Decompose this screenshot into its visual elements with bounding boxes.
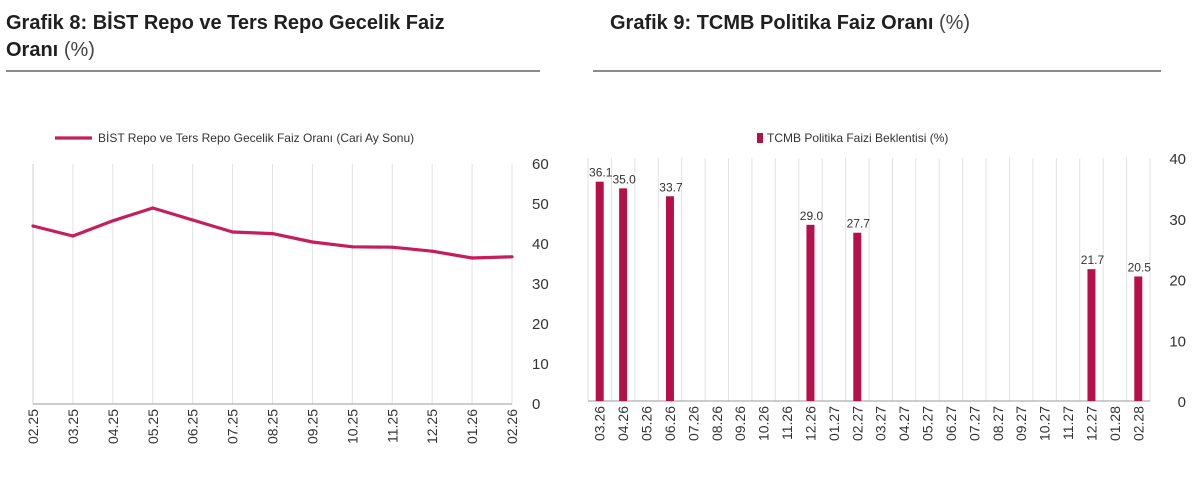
y-tick-label: 10 bbox=[1169, 333, 1186, 350]
y-tick-label: 0 bbox=[532, 396, 540, 413]
data-label: 20.5 bbox=[1128, 260, 1152, 274]
line-chart: 0 10 20 30 40 50 60 02.25 03.25 04.25 05.25 06.25 07… bbox=[25, 131, 549, 444]
x-tick-label: 04.25 bbox=[105, 409, 121, 444]
y-tick-label: 60 bbox=[532, 156, 549, 173]
y-tick-label: 30 bbox=[532, 276, 549, 293]
x-tick-label: 07.27 bbox=[966, 406, 982, 441]
x-tick-label: 05.25 bbox=[145, 409, 161, 444]
y-tick-label: 20 bbox=[1169, 273, 1186, 290]
bar bbox=[853, 232, 862, 401]
bar bbox=[1087, 269, 1096, 401]
panel-title-unit: (%) bbox=[938, 12, 971, 34]
data-point bbox=[111, 219, 115, 223]
bar bbox=[806, 224, 815, 401]
legend-swatch bbox=[757, 133, 763, 143]
panel-title-line2: Oranı bbox=[6, 39, 59, 61]
x-tick-label: 08.27 bbox=[990, 406, 1006, 441]
x-tick-label: 01.27 bbox=[826, 406, 842, 441]
x-tick-label: 10.26 bbox=[756, 406, 772, 441]
x-tick-label: 07.26 bbox=[685, 406, 701, 441]
data-point bbox=[151, 206, 155, 210]
x-tick-label: 08.26 bbox=[709, 406, 725, 441]
data-label: 21.7 bbox=[1081, 253, 1105, 267]
x-tick-label: 02.27 bbox=[849, 406, 865, 441]
data-point bbox=[510, 255, 514, 259]
title-divider-left bbox=[6, 70, 540, 72]
data-point bbox=[350, 245, 354, 249]
y-tick-label: 30 bbox=[1169, 212, 1186, 229]
data-point bbox=[470, 256, 474, 260]
x-tick-label: 05.26 bbox=[639, 406, 655, 441]
data-point bbox=[430, 249, 434, 253]
y-tick-label: 40 bbox=[1169, 151, 1186, 168]
x-tick-label: 08.25 bbox=[265, 409, 281, 444]
x-tick-label: 02.28 bbox=[1130, 406, 1146, 441]
data-point bbox=[270, 232, 275, 236]
y-tick-label: 0 bbox=[1178, 394, 1186, 411]
x-tick-label: 09.27 bbox=[1013, 406, 1029, 441]
bar bbox=[665, 196, 674, 401]
x-tick-label: 02.25 bbox=[25, 409, 41, 444]
y-tick-label: 20 bbox=[532, 316, 549, 333]
data-point bbox=[230, 230, 235, 234]
x-tick-label: 03.25 bbox=[65, 409, 81, 444]
x-tick-label: 11.26 bbox=[779, 406, 795, 440]
bar bbox=[595, 181, 604, 401]
panel-title-grafik-8: Grafik 8: BİST Repo ve Ters Repo Gecelik… bbox=[6, 10, 445, 64]
x-tick-label: 01.26 bbox=[464, 409, 480, 444]
x-tick-label: 07.25 bbox=[225, 409, 241, 444]
x-tick-label: 12.26 bbox=[802, 406, 818, 441]
panel-title-grafik-9: Grafik 9: TCMB Politika Faiz Oranı (%) bbox=[610, 10, 970, 37]
x-tick-label: 03.26 bbox=[592, 406, 608, 441]
data-point bbox=[390, 245, 394, 249]
x-tick-label: 09.26 bbox=[732, 406, 748, 441]
x-tick-label: 06.27 bbox=[943, 406, 959, 441]
x-tick-label: 12.27 bbox=[1083, 406, 1099, 441]
x-tick-label: 04.27 bbox=[896, 406, 912, 441]
x-tick-label: 01.28 bbox=[1107, 406, 1123, 441]
legend-label: TCMB Politika Faizi Beklentisi (%) bbox=[767, 131, 948, 145]
title-divider-right bbox=[593, 70, 1161, 72]
x-tick-label: 10.25 bbox=[344, 409, 360, 444]
legend-label: BİST Repo ve Ters Repo Gecelik Faiz Oran… bbox=[98, 131, 414, 145]
x-tick-label: 06.26 bbox=[662, 406, 678, 441]
x-tick-label: 06.25 bbox=[185, 409, 201, 444]
x-tick-label: 09.25 bbox=[304, 409, 320, 444]
x-tick-label: 02.26 bbox=[504, 409, 520, 444]
bar bbox=[1134, 276, 1143, 401]
panel-title-unit: (%) bbox=[63, 39, 95, 61]
bar bbox=[619, 188, 628, 401]
data-point bbox=[71, 234, 75, 238]
y-tick-label: 40 bbox=[532, 236, 549, 253]
data-point bbox=[191, 218, 195, 222]
data-label: 35.0 bbox=[612, 172, 636, 186]
data-point bbox=[31, 224, 35, 228]
y-tick-label: 10 bbox=[532, 356, 549, 373]
x-tick-label: 11.25 bbox=[384, 409, 400, 443]
data-label: 36.1 bbox=[589, 166, 613, 180]
data-label: 27.7 bbox=[847, 217, 871, 231]
x-tick-label: 05.27 bbox=[920, 406, 936, 441]
y-tick-label: 50 bbox=[532, 196, 549, 213]
x-tick-label: 10.27 bbox=[1037, 406, 1053, 441]
x-tick-label: 12.25 bbox=[424, 409, 440, 444]
panel-title-text: Grafik 8: BİST Repo ve Ters Repo Gecelik… bbox=[6, 12, 445, 34]
data-point bbox=[310, 240, 315, 244]
bar-chart: 0 10 20 30 40 36.1 35.0 33.7 29.0 27.7 21.7 20.5 03.… bbox=[587, 131, 1186, 441]
x-tick-label: 04.26 bbox=[615, 406, 631, 441]
panel-title-text: Grafik 9: TCMB Politika Faiz Oranı bbox=[610, 12, 934, 34]
x-tick-label: 11.27 bbox=[1060, 406, 1076, 440]
data-label: 33.7 bbox=[659, 180, 683, 194]
data-label: 29.0 bbox=[800, 209, 824, 223]
x-tick-label: 03.27 bbox=[873, 406, 889, 441]
